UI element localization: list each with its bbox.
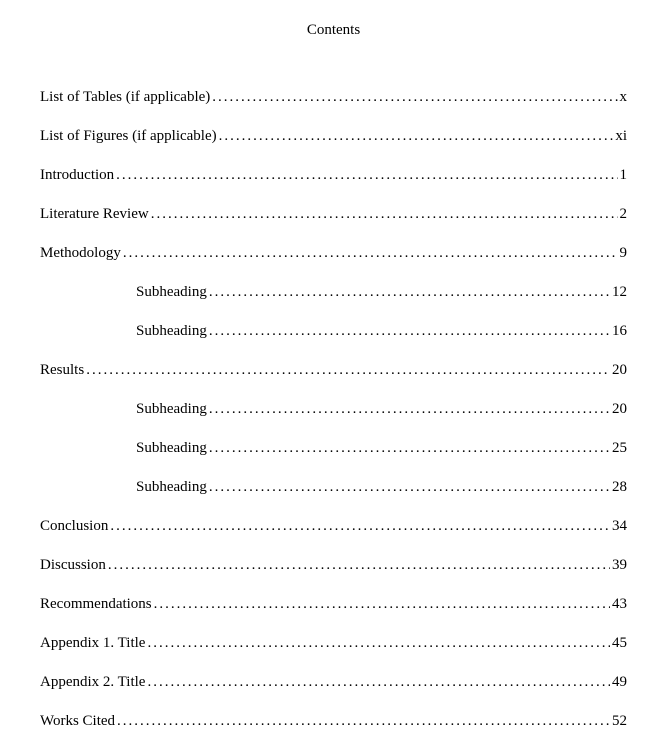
toc-entry-page: 49	[610, 674, 627, 691]
toc-entry-label: Discussion	[40, 557, 106, 574]
toc-leader	[115, 713, 610, 730]
toc-entry-label: Subheading	[136, 479, 207, 496]
toc-entry-page: 52	[610, 713, 627, 730]
toc-leader	[207, 440, 610, 457]
toc-entry-page: 16	[610, 323, 627, 340]
toc-entry-label: Subheading	[136, 401, 207, 418]
toc-entry: Literature Review 2	[40, 206, 627, 223]
toc-entry-page: 20	[610, 401, 627, 418]
toc-leader	[152, 596, 610, 613]
toc-leader	[207, 401, 610, 418]
toc-entry-page: 9	[618, 245, 628, 262]
toc-entry: Methodology 9	[40, 245, 627, 262]
toc-leader	[114, 167, 617, 184]
toc-entry-page: 28	[610, 479, 627, 496]
toc-entry-label: Conclusion	[40, 518, 108, 535]
toc-leader	[145, 674, 610, 691]
toc-entry-page: 39	[610, 557, 627, 574]
toc-leader	[207, 284, 610, 301]
toc-leader	[108, 518, 610, 535]
toc-entry-label: List of Figures (if applicable)	[40, 128, 217, 145]
toc-entry-label: Methodology	[40, 245, 121, 262]
toc-entry-label: Results	[40, 362, 84, 379]
toc-entry-page: x	[618, 89, 628, 106]
toc-entry-page: 43	[610, 596, 627, 613]
toc-leader	[145, 635, 610, 652]
toc-leader	[207, 323, 610, 340]
toc-entry-label: Subheading	[136, 323, 207, 340]
toc-entry: Appendix 1. Title 45	[40, 635, 627, 652]
toc-entry: Discussion 39	[40, 557, 627, 574]
toc-leader	[121, 245, 618, 262]
toc-entry-page: 2	[618, 206, 628, 223]
toc-entry-label: List of Tables (if applicable)	[40, 89, 210, 106]
toc-entry-page: 34	[610, 518, 627, 535]
toc-entry: Subheading 25	[40, 440, 627, 457]
toc-entry-page: 25	[610, 440, 627, 457]
toc-entry-label: Introduction	[40, 167, 114, 184]
toc-entry-label: Subheading	[136, 440, 207, 457]
toc-entry: Subheading 16	[40, 323, 627, 340]
toc-entry-page: xi	[613, 128, 627, 145]
toc-entry: Works Cited 52	[40, 713, 627, 730]
toc-entry: Recommendations 43	[40, 596, 627, 613]
toc-entry: Appendix 2. Title 49	[40, 674, 627, 691]
toc-entry: Subheading 28	[40, 479, 627, 496]
toc-entry-page: 45	[610, 635, 627, 652]
toc-entry-page: 20	[610, 362, 627, 379]
toc-entry: Conclusion 34	[40, 518, 627, 535]
toc-leader	[106, 557, 610, 574]
toc-entry-label: Appendix 2. Title	[40, 674, 145, 691]
toc-entry-label: Literature Review	[40, 206, 149, 223]
toc-entry: Introduction 1	[40, 167, 627, 184]
toc-entry-label: Subheading	[136, 284, 207, 301]
toc-entry-label: Works Cited	[40, 713, 115, 730]
contents-title: Contents	[40, 22, 627, 39]
toc-entry-page: 12	[610, 284, 627, 301]
toc-entry-label: Recommendations	[40, 596, 152, 613]
toc-leader	[207, 479, 610, 496]
toc-entry: Results 20	[40, 362, 627, 379]
toc-entry-label: Appendix 1. Title	[40, 635, 145, 652]
toc-leader	[84, 362, 610, 379]
toc-leader	[217, 128, 614, 145]
toc-leader	[149, 206, 618, 223]
toc-entry: List of Tables (if applicable) x	[40, 89, 627, 106]
toc-entry: List of Figures (if applicable) xi	[40, 128, 627, 145]
toc-leader	[210, 89, 617, 106]
toc-entry: Subheading 20	[40, 401, 627, 418]
toc-list: List of Tables (if applicable) x List of…	[40, 89, 627, 730]
toc-entry-page: 1	[618, 167, 628, 184]
toc-entry: Subheading 12	[40, 284, 627, 301]
